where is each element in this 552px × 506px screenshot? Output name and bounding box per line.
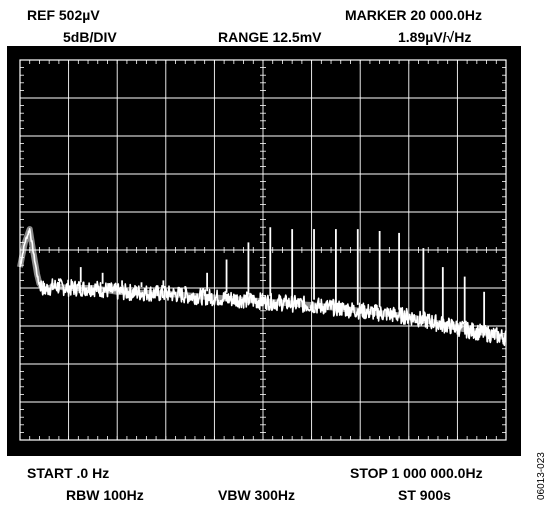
figure-id-label: 06013-023 — [536, 452, 547, 500]
stop-frequency-label: STOP 1 000 000.0Hz — [350, 465, 483, 481]
marker-density-label: 1.89µV/√Hz — [398, 29, 472, 45]
rbw-label: RBW 100Hz — [66, 487, 144, 503]
ref-level-label: REF 502µV — [27, 7, 100, 23]
marker-frequency-label: MARKER 20 000.0Hz — [345, 7, 482, 23]
start-frequency-label: START .0 Hz — [27, 465, 110, 481]
noise-trace — [19, 228, 507, 347]
range-label: RANGE 12.5mV — [218, 29, 322, 45]
vbw-label: VBW 300Hz — [218, 487, 296, 503]
sweep-time-label: ST 900s — [398, 487, 451, 503]
scale-label: 5dB/DIV — [63, 29, 117, 45]
analyzer-screen — [7, 46, 521, 456]
noise-band — [17, 226, 507, 341]
